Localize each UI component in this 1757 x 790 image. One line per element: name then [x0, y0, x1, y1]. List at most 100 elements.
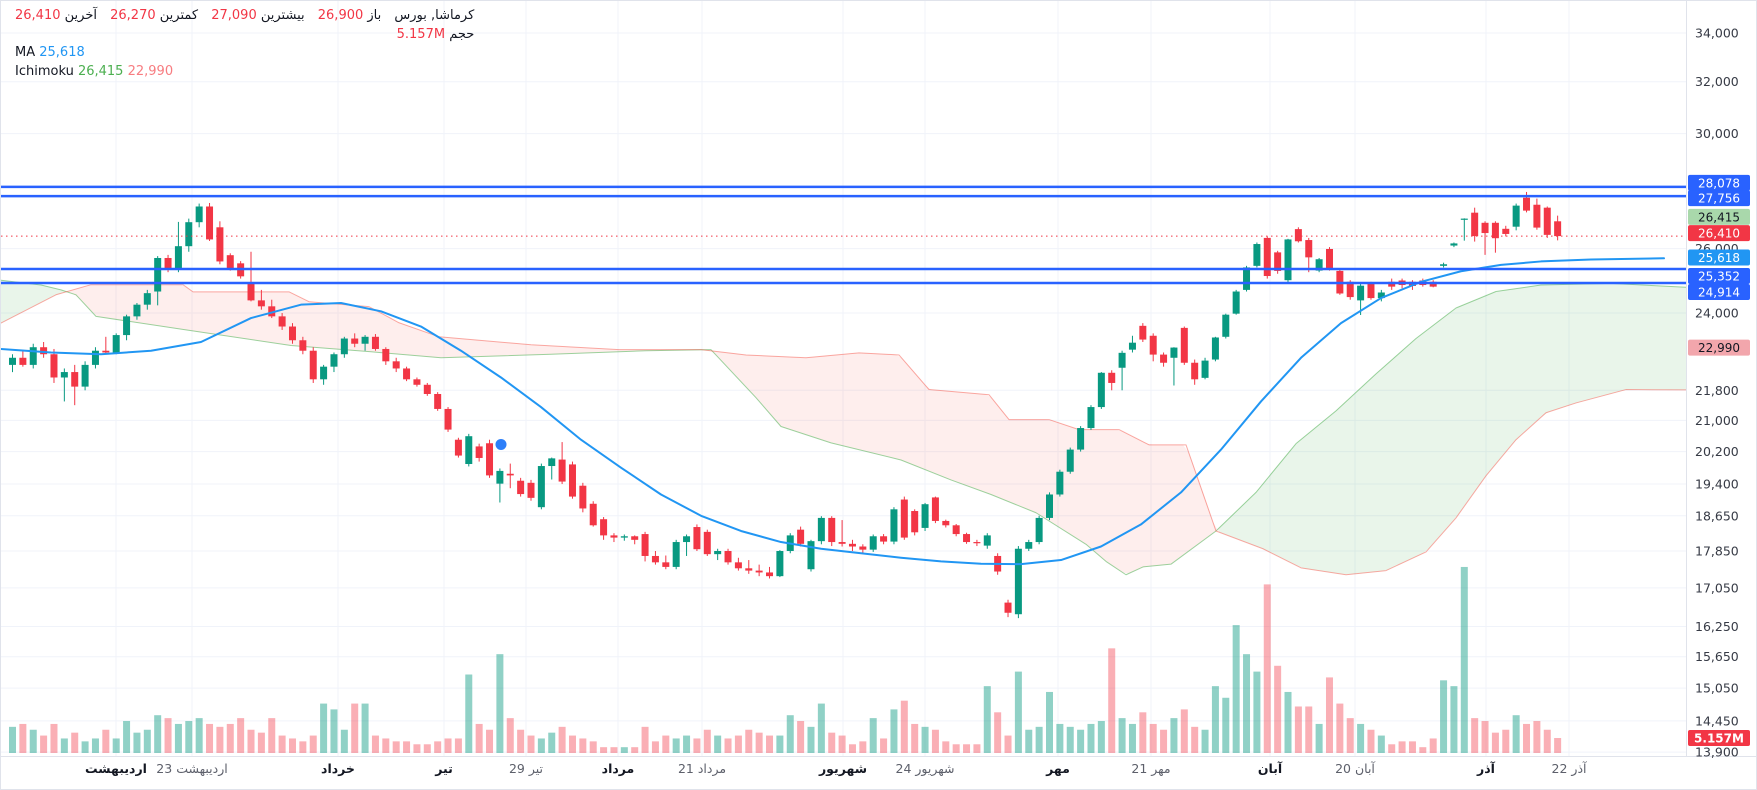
- price-axis[interactable]: 34,00032,00030,00026,00024,00021,80021,0…: [1695, 26, 1739, 760]
- candle-body: [672, 542, 680, 567]
- ichimoku-cloud-segment: [1411, 337, 1417, 559]
- candle-body: [320, 366, 328, 380]
- candle-body: [278, 316, 286, 327]
- legend-ichimoku-row[interactable]: Ichimoku 26,415 22,990: [15, 63, 474, 82]
- candle-body: [1554, 221, 1562, 237]
- ichimoku-cloud-segment: [961, 392, 967, 486]
- candle-body: [558, 459, 566, 482]
- price-axis-badge[interactable]: [1688, 267, 1750, 284]
- price-tick-label: 24,000: [1695, 306, 1739, 321]
- candle-body: [1077, 428, 1085, 450]
- price-axis-badge[interactable]: [1688, 249, 1750, 266]
- candle-body: [537, 466, 545, 508]
- candle-body: [1429, 281, 1437, 287]
- ichimoku-cloud-segment: [1135, 437, 1141, 571]
- ichimoku-cloud-segment: [127, 284, 133, 322]
- price-axis-badge[interactable]: [1688, 174, 1750, 191]
- ichimoku-cloud-segment: [427, 332, 433, 358]
- volume-bar: [133, 732, 141, 753]
- ichimoku-cloud-segment: [895, 354, 901, 460]
- ichimoku-cloud-segment: [439, 336, 445, 358]
- volume-bar: [672, 738, 680, 753]
- ichimoku-cloud-segment: [1219, 522, 1225, 535]
- ichimoku-cloud-segment: [1183, 444, 1189, 556]
- candle-body: [921, 504, 929, 528]
- candle-body: [299, 340, 307, 351]
- price-axis-badge[interactable]: [1688, 208, 1750, 225]
- candle-body: [1305, 240, 1313, 258]
- ichimoku-cloud-segment: [877, 353, 883, 456]
- time-axis[interactable]: اردیبهشت 23 اردیبهشت خرداد تیر 29 تیر مرداد 21…: [85, 761, 1587, 777]
- volume-bar: [1284, 691, 1292, 753]
- legend-volume-row[interactable]: حجم 5.157M: [15, 26, 475, 45]
- price-tick-label: 15,650: [1695, 649, 1739, 664]
- candle-body: [247, 283, 255, 301]
- ichimoku-cloud-segment: [571, 346, 577, 354]
- ichimoku-cloud-segment: [457, 338, 463, 358]
- candle-body: [226, 255, 234, 269]
- price-axis-badge-label: 25,352: [1698, 269, 1740, 283]
- ichimoku-cloud-segment: [757, 355, 763, 406]
- candle-body: [1377, 292, 1385, 299]
- volume-axis-badge-label: 5.157M: [1694, 732, 1744, 746]
- ichimoku-cloud-segment: [1477, 296, 1483, 489]
- volume-bar: [1512, 715, 1520, 753]
- candle-body: [361, 336, 369, 344]
- ichimoku-cloud-segment: [1159, 444, 1165, 566]
- volume-bar: [931, 729, 939, 753]
- candle-body: [1139, 325, 1147, 340]
- ichimoku-cloud-segment: [799, 357, 805, 435]
- ichimoku-cloud-segment: [775, 356, 781, 427]
- volume-bar: [662, 735, 670, 753]
- volume-bar: [1191, 726, 1199, 753]
- ichimoku-cloud-segment: [1567, 284, 1573, 406]
- drawing-anchor-dot[interactable]: [495, 438, 507, 450]
- ichimoku-cloud-segment: [1213, 521, 1219, 534]
- candle-body: [693, 527, 701, 550]
- volume-bar: [1253, 671, 1261, 753]
- legend-ohlc-row[interactable]: کرماشا, بورس باز 26,900 بیشترین 27,090 ک…: [15, 7, 474, 26]
- volume-bar: [1118, 718, 1126, 753]
- ichimoku-cloud-segment: [361, 306, 367, 352]
- ichimoku-cloud-segment: [31, 283, 37, 308]
- price-axis-badge[interactable]: [1688, 283, 1750, 300]
- legend-ma-row[interactable]: MA 25,618: [15, 44, 474, 63]
- ichimoku-cloud-segment: [73, 288, 79, 298]
- price-axis-badge[interactable]: [1688, 190, 1750, 207]
- volume-bar: [942, 741, 950, 753]
- candle-body: [257, 300, 265, 307]
- ichimoku-cloud-segment: [301, 297, 307, 347]
- ichimoku-cloud-segment: [391, 318, 397, 354]
- candle-body: [1128, 342, 1136, 350]
- price-axis-badge[interactable]: [1688, 225, 1750, 242]
- volume-bar: [299, 741, 307, 753]
- volume-bar: [1346, 718, 1354, 753]
- price-axis-badge[interactable]: [1688, 339, 1750, 356]
- candle-body: [112, 335, 120, 353]
- ichimoku-cloud-segment: [1033, 419, 1039, 515]
- candle-body: [1523, 197, 1531, 211]
- candle-body: [29, 347, 37, 365]
- volume-bar: [869, 718, 877, 753]
- ichimoku-cloud-segment: [1321, 418, 1327, 572]
- ichimoku-cloud-segment: [847, 353, 853, 449]
- price-tick-label: 15,050: [1695, 681, 1739, 696]
- ichimoku-label: Ichimoku: [15, 63, 74, 79]
- ichimoku-cloud-segment: [1117, 429, 1123, 573]
- volume-axis-badge[interactable]: [1688, 730, 1750, 746]
- candle-body: [413, 379, 421, 385]
- ichimoku-cloud-segment: [115, 284, 121, 321]
- ichimoku-cloud-segment: [979, 393, 985, 493]
- ichimoku-cloud-segment: [295, 294, 301, 347]
- candle-body: [40, 347, 48, 355]
- low-label: کمترین: [159, 8, 199, 23]
- ichimoku-cloud-segment: [931, 389, 937, 475]
- ichimoku-cloud-segment: [1111, 429, 1117, 569]
- ichimoku-cloud-segment: [331, 303, 337, 350]
- price-tick-label: 32,000: [1695, 74, 1739, 89]
- ichimoku-cloud-segment: [445, 337, 451, 358]
- volume-bar: [413, 744, 421, 753]
- candle-body: [1004, 602, 1012, 613]
